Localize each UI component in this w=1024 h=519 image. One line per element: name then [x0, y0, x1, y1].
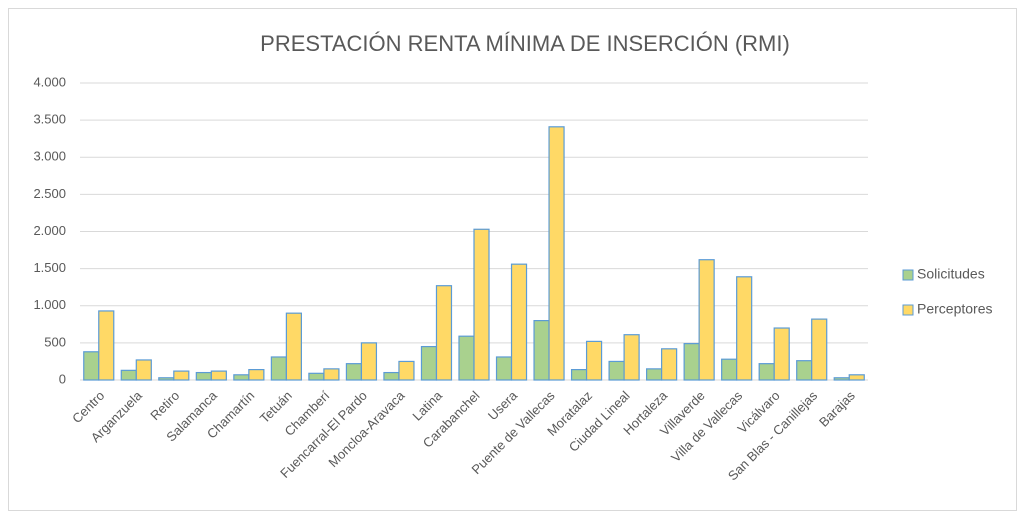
y-tick-label: 3.500 — [33, 112, 66, 127]
bar — [435, 285, 453, 381]
bar — [661, 348, 678, 381]
chart-frame — [8, 8, 1017, 511]
bar — [570, 369, 588, 381]
bar — [736, 276, 753, 381]
bar — [646, 368, 663, 381]
bar — [773, 327, 790, 381]
bar — [721, 358, 738, 381]
bar — [98, 310, 115, 381]
bar — [848, 374, 865, 381]
bar — [510, 263, 528, 381]
bar — [173, 370, 190, 381]
bar — [83, 351, 100, 381]
y-tick-label: 2.500 — [33, 186, 66, 201]
bar — [623, 334, 640, 381]
bar — [360, 342, 378, 381]
y-tick-label: 1.000 — [33, 297, 66, 312]
bar — [811, 318, 828, 381]
bar — [608, 360, 625, 381]
bar — [533, 320, 550, 381]
bar — [135, 359, 152, 381]
legend-label: Solicitudes — [917, 266, 985, 282]
chart-title: PRESTACIÓN RENTA MÍNIMA DE INSERCIÓN (RM… — [260, 31, 790, 56]
bar — [585, 340, 603, 381]
bar — [383, 371, 400, 381]
y-tick-label: 500 — [44, 334, 66, 349]
bar — [758, 363, 775, 381]
legend-label: Perceptores — [917, 301, 992, 317]
bar — [158, 377, 175, 381]
y-tick-label: 0 — [59, 371, 66, 386]
bar — [210, 370, 227, 381]
y-tick-label: 4.000 — [33, 74, 66, 89]
bar — [458, 335, 475, 381]
y-tick-label: 3.000 — [33, 149, 66, 164]
bar — [796, 360, 813, 381]
bar — [345, 363, 363, 381]
bar — [420, 345, 438, 381]
bar — [233, 374, 250, 381]
bar — [285, 312, 302, 381]
legend-swatch — [902, 304, 914, 316]
y-tick-label: 2.000 — [33, 223, 66, 238]
legend-swatch — [902, 269, 914, 281]
bar — [833, 377, 850, 381]
bar — [308, 372, 325, 381]
y-tick-label: 1.500 — [33, 260, 66, 275]
bar — [398, 360, 415, 381]
bar — [120, 369, 137, 381]
bar — [473, 228, 490, 381]
bar — [548, 126, 565, 381]
bar — [683, 343, 700, 381]
bar — [495, 356, 513, 381]
bar — [323, 368, 340, 381]
bar — [698, 259, 715, 381]
bar — [248, 369, 265, 381]
bar — [195, 371, 212, 381]
bar — [270, 356, 287, 381]
